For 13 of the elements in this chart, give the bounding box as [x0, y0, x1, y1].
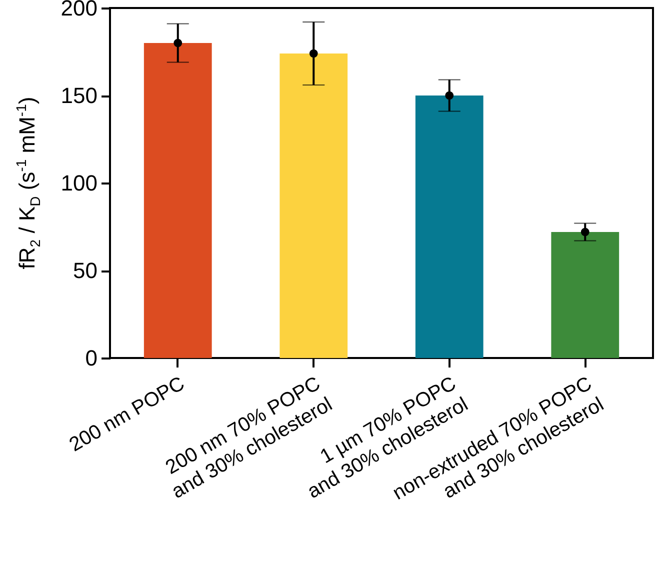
- bar: [551, 232, 620, 358]
- y-tick-label: 200: [60, 0, 98, 20]
- y-tick-label: 150: [60, 83, 98, 108]
- point: [174, 38, 182, 48]
- y-tick-label: 50: [73, 258, 98, 283]
- point: [445, 91, 454, 100]
- point: [309, 49, 318, 58]
- bar: [144, 43, 212, 358]
- bar: [280, 54, 348, 358]
- y-tick-label: 0: [85, 346, 98, 370]
- bar: [415, 96, 484, 358]
- point: [580, 228, 590, 236]
- y-tick-label: 100: [60, 170, 98, 196]
